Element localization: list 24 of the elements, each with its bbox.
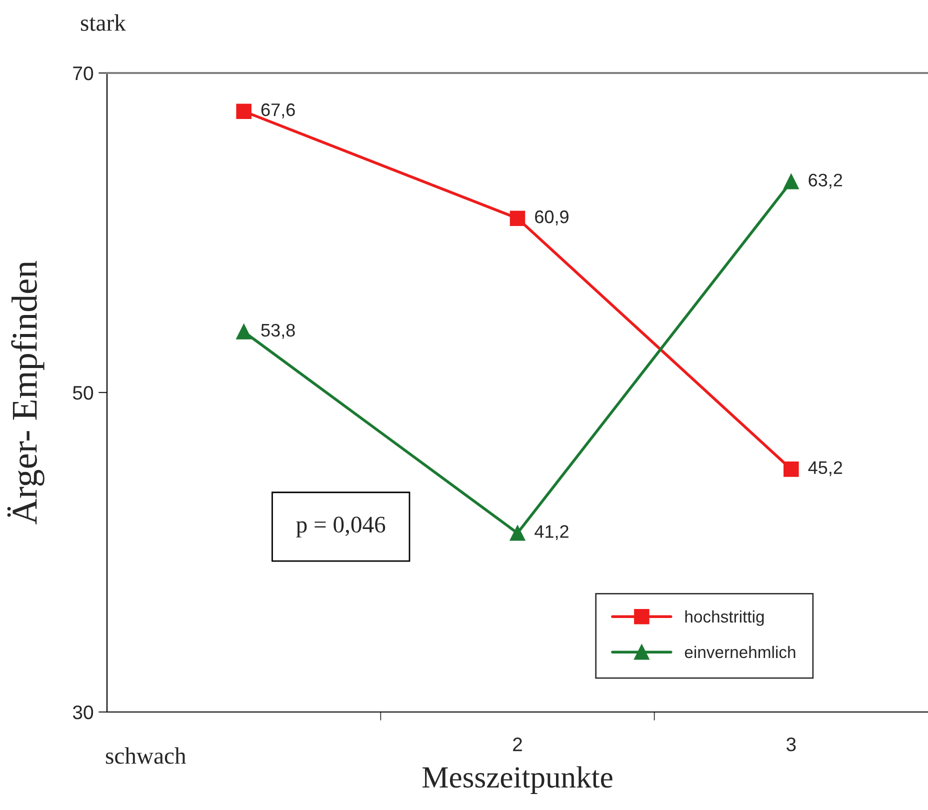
data-label: 45,2 bbox=[808, 461, 842, 476]
y-tick-label: 30 bbox=[72, 705, 94, 720]
point bbox=[784, 462, 799, 477]
point bbox=[784, 174, 799, 190]
data-label: 53,8 bbox=[261, 324, 295, 339]
data-label: 63,2 bbox=[808, 174, 842, 189]
point bbox=[510, 210, 526, 226]
y-tick-label: 50 bbox=[72, 386, 94, 400]
text: schwach bbox=[106, 747, 186, 764]
y-tick-label: 70 bbox=[73, 66, 94, 80]
annotation: p = 0,046 bbox=[296, 516, 386, 538]
legend-label: hochstrittig bbox=[685, 610, 764, 626]
data-label: 67,6 bbox=[261, 103, 295, 118]
y-axis-title: Ärger- Empfinden bbox=[7, 260, 44, 524]
x-tick-label: 3 bbox=[786, 738, 796, 752]
point bbox=[510, 525, 526, 541]
data-label: 41,2 bbox=[534, 525, 568, 540]
text: stark bbox=[80, 14, 126, 31]
x-tick-label: 2 bbox=[513, 738, 522, 752]
x-axis-title: Messzeitpunkte bbox=[422, 766, 612, 794]
point bbox=[236, 324, 252, 340]
point bbox=[236, 104, 252, 119]
data-label: 60,9 bbox=[535, 210, 568, 226]
legend-label: einvernehmlich bbox=[684, 646, 796, 658]
